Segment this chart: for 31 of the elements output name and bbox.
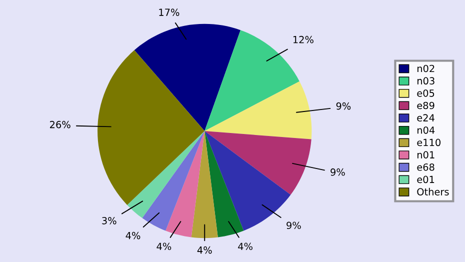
data-label: 26% xyxy=(50,120,70,128)
legend-label: e01 xyxy=(417,176,434,184)
legend-label: n03 xyxy=(417,77,434,85)
pie-slice xyxy=(204,131,312,195)
legend-label: Others xyxy=(417,188,449,196)
legend-label: e24 xyxy=(417,114,434,122)
pie-slice xyxy=(204,131,244,238)
pie-slice xyxy=(166,131,205,238)
legend-label: e68 xyxy=(417,163,434,171)
data-label: 17% xyxy=(159,8,180,16)
pie-slice xyxy=(204,81,312,140)
legend-label: n04 xyxy=(417,126,435,134)
data-label: 3% xyxy=(102,217,116,224)
data-label: 4% xyxy=(197,246,212,254)
data-label: 12% xyxy=(293,36,314,44)
legend-label: e110 xyxy=(417,138,440,146)
data-label: 4% xyxy=(156,242,172,250)
pie-slice xyxy=(127,131,205,218)
pie-slice xyxy=(134,24,241,131)
data-label: 4% xyxy=(238,242,252,250)
legend-label: e89 xyxy=(417,102,434,110)
pie-slice xyxy=(191,131,218,238)
data-label: 9% xyxy=(330,168,345,176)
pie-slice xyxy=(142,131,205,231)
data-label: 4% xyxy=(126,232,140,240)
data-label: 9% xyxy=(336,102,351,110)
legend-label: e05 xyxy=(417,89,434,97)
legend-label: n01 xyxy=(417,151,434,158)
legend-label: n02 xyxy=(417,64,434,72)
pie-slice xyxy=(98,50,205,205)
data-label: 9% xyxy=(286,222,301,230)
